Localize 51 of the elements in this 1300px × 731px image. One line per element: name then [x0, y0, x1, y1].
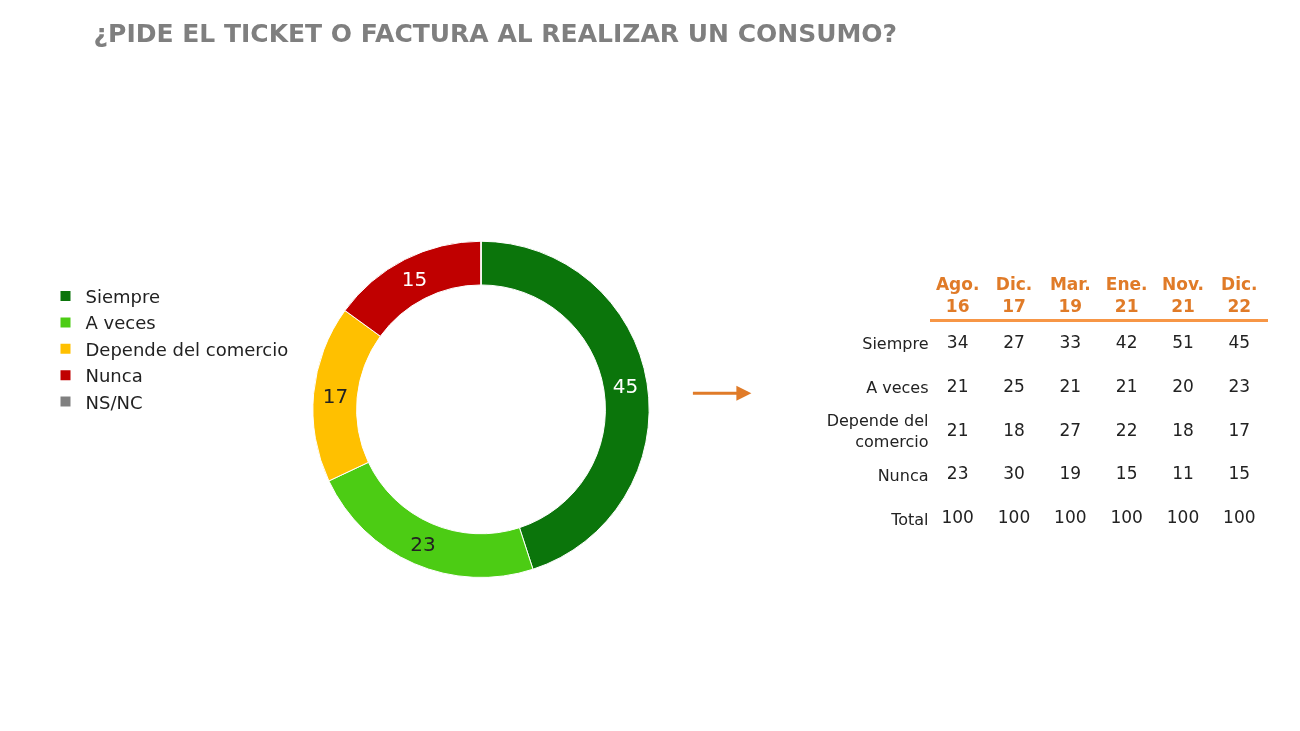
y-tick-label: Total — [890, 509, 929, 529]
legend-label: Siempre — [85, 286, 161, 307]
data-label: 21 — [1059, 375, 1082, 396]
data-label: 11 — [1172, 463, 1194, 484]
x-tick-label: Dic. 17 — [995, 273, 1033, 316]
x-tick-label: Mar. 19 — [1049, 273, 1091, 316]
data-label: 21 — [1115, 375, 1138, 396]
data-label: 100 — [1054, 507, 1087, 528]
data-label: 15 — [1115, 463, 1138, 484]
data-label: 100 — [1166, 507, 1200, 528]
y-tick-label: Nunca — [877, 465, 929, 485]
data-label: 21 — [946, 419, 969, 440]
data-label: 33 — [1059, 331, 1082, 352]
data-label: 27 — [1003, 331, 1025, 352]
data-label: 100 — [1223, 507, 1256, 528]
data-label: 100 — [941, 507, 974, 528]
data-label: 18 — [1172, 419, 1194, 440]
legend-label: A veces — [85, 312, 156, 334]
data-label: 23 — [1228, 375, 1251, 396]
data-label: 100 — [997, 507, 1031, 528]
data-label: 30 — [1003, 463, 1025, 484]
data-label: 23 — [946, 463, 969, 484]
data-label: 27 — [1059, 419, 1082, 440]
y-tick-label: Siempre — [862, 334, 929, 354]
data-label: 18 — [1003, 419, 1025, 440]
data-label: 22 — [1115, 419, 1138, 440]
data-label: 19 — [1059, 463, 1082, 484]
data-label: 100 — [1110, 507, 1143, 528]
data-label: 21 — [946, 375, 969, 396]
x-tick-label: Nov. 21 — [1161, 273, 1205, 316]
data-label: 34 — [946, 331, 969, 352]
legend-label: Depende del comercio — [85, 338, 289, 360]
y-tick-label: Depende del comercio — [826, 411, 929, 452]
data-label: 25 — [1003, 375, 1025, 396]
x-tick-label: Dic. 22 — [1221, 273, 1258, 316]
data-label: 51 — [1172, 331, 1194, 352]
data-label: 45 — [1228, 331, 1251, 352]
y-tick-label: A veces — [866, 378, 929, 398]
data-label: 15 — [1228, 463, 1251, 484]
data-label: 17 — [1228, 419, 1251, 440]
data-label: 15 — [401, 267, 428, 292]
x-tick-label: Ene. 21 — [1105, 273, 1148, 316]
data-label: 20 — [1172, 375, 1194, 396]
data-label: 45 — [612, 374, 639, 399]
legend-label: NS/NC — [85, 391, 143, 413]
x-tick-label: Ago. 16 — [935, 273, 980, 316]
data-label: 23 — [410, 531, 436, 556]
data-label: 17 — [322, 383, 349, 408]
chart-title: ¿PIDE EL TICKET O FACTURA AL REALIZAR UN CONSUMO? — [93, 18, 898, 48]
legend-label: Nunca — [85, 365, 143, 387]
data-label: 42 — [1115, 331, 1138, 352]
